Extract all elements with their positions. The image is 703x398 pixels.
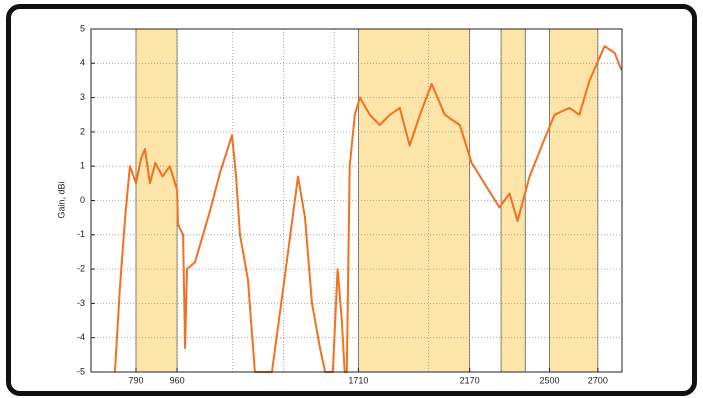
y-tick-label: 5	[80, 23, 85, 33]
y-tick-label: -1	[77, 229, 85, 239]
x-tick-label: 2170	[460, 375, 480, 385]
x-tick-label: 960	[170, 375, 185, 385]
band	[358, 28, 471, 373]
y-tick-label: 2	[80, 126, 85, 136]
x-tick-label: 2500	[539, 375, 559, 385]
y-tick-label: -2	[77, 263, 85, 273]
plot-area	[91, 29, 622, 372]
x-tick-label: 2700	[588, 375, 608, 385]
y-tick-label: -3	[77, 298, 85, 308]
y-tick-label: -5	[77, 366, 85, 376]
y-tick-label: 3	[80, 92, 85, 102]
y-tick-label: 0	[80, 195, 85, 205]
y-tick-label: 4	[80, 58, 85, 68]
x-tick-label: 1710	[348, 375, 368, 385]
y-axis-label: Gain, dBi	[56, 181, 66, 218]
plot-border	[90, 28, 623, 373]
y-tick-label: 1	[80, 161, 85, 171]
y-tick-label: -4	[77, 332, 85, 342]
x-tick-label: 790	[128, 375, 143, 385]
